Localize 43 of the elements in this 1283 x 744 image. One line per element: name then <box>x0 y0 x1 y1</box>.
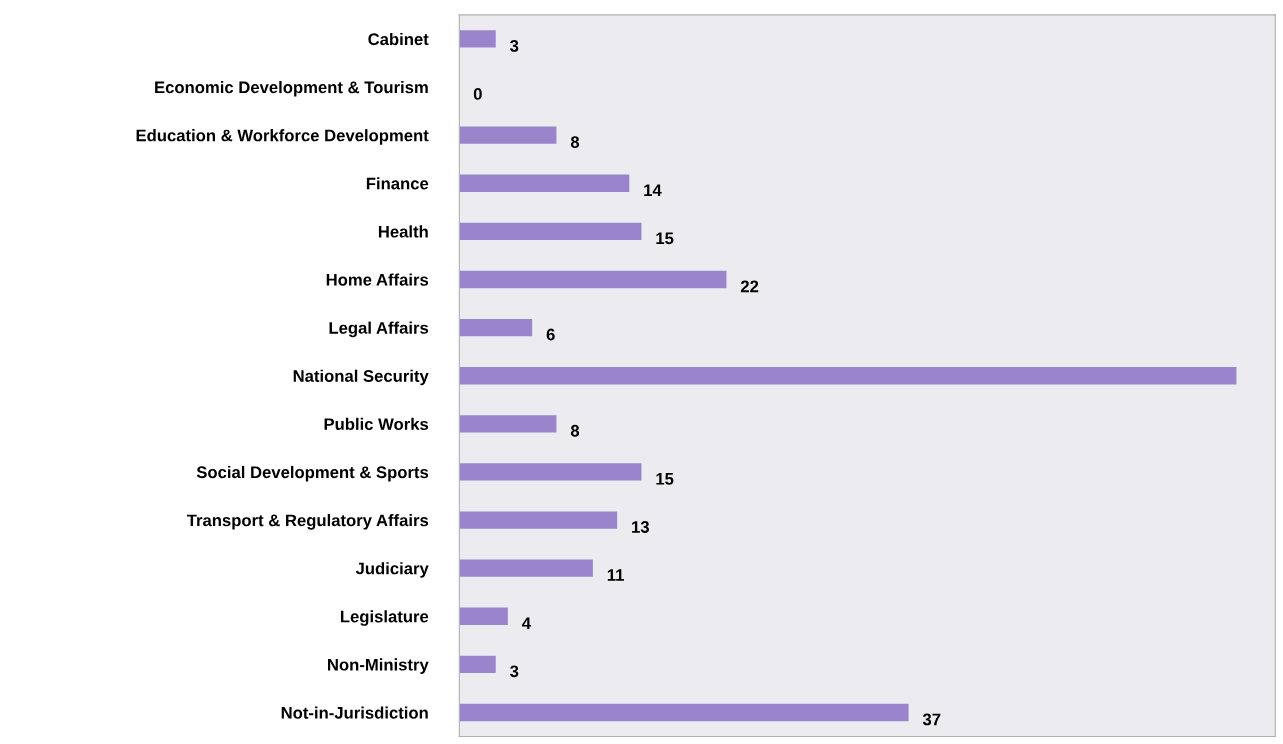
bar <box>459 415 557 433</box>
y-tick-label: Education & Workforce Development <box>136 129 429 145</box>
data-label: 13 <box>632 521 649 533</box>
bar <box>459 126 557 144</box>
bar <box>459 463 642 481</box>
y-tick-label: Not-in-Jurisdiction <box>281 706 428 719</box>
y-tick-label: Transport & Regulatory Affairs <box>186 514 429 530</box>
y-tick-label: Health <box>378 225 428 238</box>
data-label: 3 <box>510 665 519 678</box>
bar <box>459 607 508 625</box>
data-label: 22 <box>740 280 759 293</box>
data-label: 4 <box>522 617 531 629</box>
data-label: 15 <box>656 473 674 485</box>
data-label: 8 <box>570 136 580 148</box>
y-tick-label: Finance <box>366 177 429 190</box>
data-label: 6 <box>546 328 555 341</box>
y-tick-label: Legal Affairs <box>329 321 429 338</box>
bar <box>459 318 533 337</box>
bar <box>459 703 909 722</box>
bar <box>459 174 630 192</box>
y-tick-label: Non-Ministry <box>328 658 429 674</box>
bar <box>459 511 618 529</box>
y-tick-label: Economic Development & Tourism <box>155 81 428 97</box>
y-tick-label: Public Works <box>324 417 429 431</box>
bar <box>459 367 1237 385</box>
data-label: 37 <box>922 713 941 726</box>
bar <box>459 559 593 577</box>
data-label: 0 <box>473 88 482 100</box>
y-tick-label: National Security <box>293 369 429 386</box>
y-tick-label: Home Affairs <box>326 273 429 286</box>
bar <box>459 270 727 289</box>
y-tick-label: Cabinet <box>368 32 429 46</box>
y-tick-label: Social Development & Sports <box>196 465 429 482</box>
data-label: 3 <box>510 39 519 52</box>
y-tick-label: Legislature <box>340 610 429 626</box>
data-label: 14 <box>644 184 662 196</box>
data-label: 8 <box>570 424 580 437</box>
bar <box>459 655 496 674</box>
data-label: 15 <box>656 232 674 245</box>
y-tick-label: Judiciary <box>355 562 429 578</box>
data-label: 11 <box>607 569 624 581</box>
bar <box>459 222 642 241</box>
bar <box>459 30 496 48</box>
